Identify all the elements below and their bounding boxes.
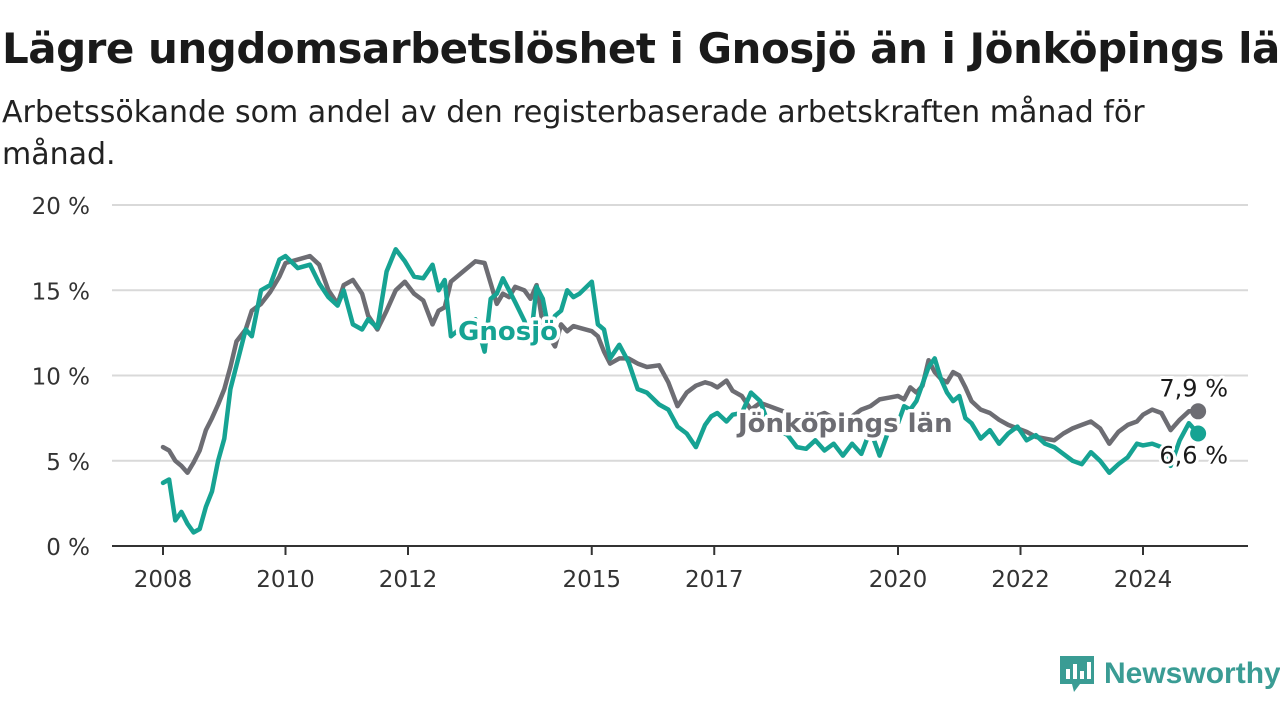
x-tick-label: 2015 — [562, 567, 621, 593]
end-label-jonkopings-lan-halo: 7,9 % — [1159, 374, 1228, 402]
end-label-gnosjo: 6,6 % — [1159, 441, 1228, 469]
x-tick-label: 2012 — [379, 567, 438, 593]
x-tick-label: 2020 — [869, 567, 928, 593]
end-label-gnosjo-halo: 6,6 % — [1159, 441, 1228, 469]
series-label-jonkopings-lan-halo: Jönköpings län — [736, 409, 953, 439]
x-tick-label: 2008 — [134, 567, 193, 593]
series-label-gnosjo: Gnosjö — [458, 317, 558, 347]
x-tick-label: 2010 — [256, 567, 315, 593]
chart-title: Lägre ungdomsarbetslöshet i Gnosjö än i … — [2, 24, 1280, 73]
series-label-gnosjo-halo: Gnosjö — [458, 317, 558, 347]
brand: Newsworthy — [1058, 654, 1280, 694]
chart-subtitle: Arbetssökande som andel av den registerb… — [2, 95, 1145, 172]
y-tick-label: 15 % — [32, 279, 90, 305]
x-tick-label: 2024 — [1114, 567, 1173, 593]
y-tick-label: 5 % — [46, 450, 90, 476]
y-tick-label: 0 % — [46, 535, 90, 561]
end-marker-jonkopings-lan — [1190, 403, 1207, 420]
y-tick-label: 10 % — [32, 365, 90, 391]
newsworthy-logo-icon — [1060, 656, 1094, 692]
end-label-jonkopings-lan: 7,9 % — [1159, 374, 1228, 402]
end-marker-gnosjo — [1190, 425, 1207, 442]
series-label-jonkopings-lan: Jönköpings län — [736, 409, 953, 439]
y-tick-label: 20 % — [32, 194, 90, 220]
brand-name: Newsworthy — [1104, 657, 1280, 690]
series-line-jonkopings-lan — [160, 253, 1201, 475]
series-line-gnosjo — [160, 247, 1201, 535]
x-tick-label: 2022 — [991, 567, 1050, 593]
x-tick-label: 2017 — [685, 567, 744, 593]
